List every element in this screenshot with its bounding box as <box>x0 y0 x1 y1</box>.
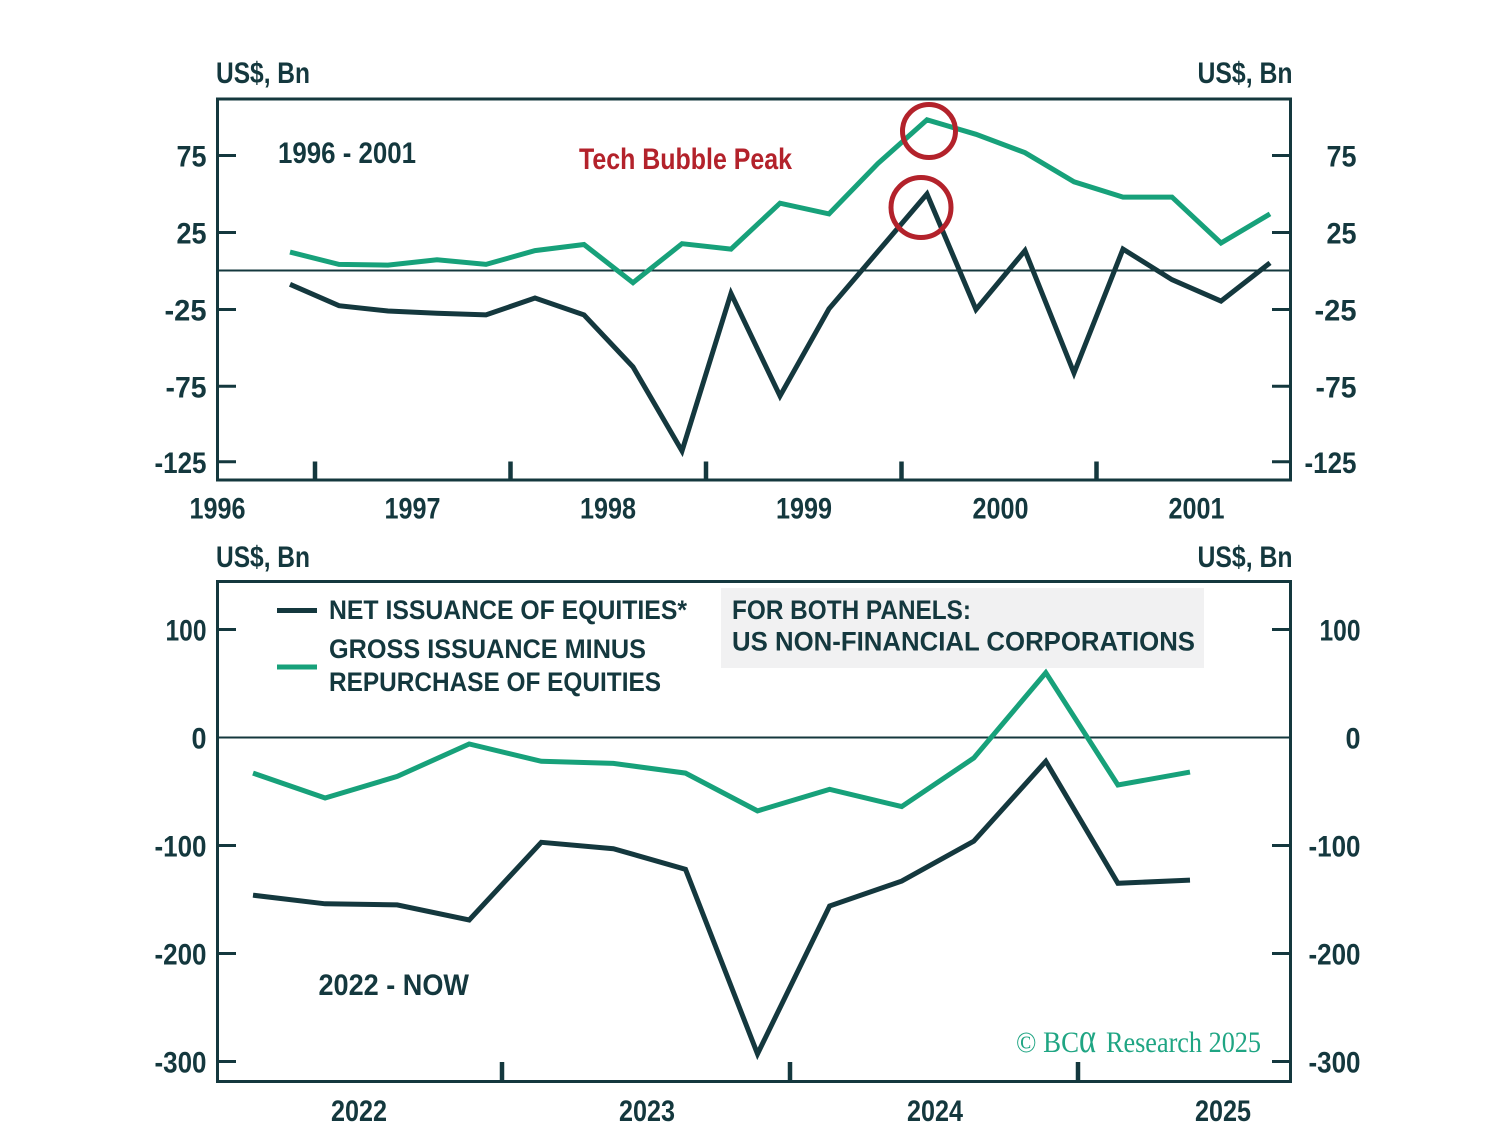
svg-text:1996: 1996 <box>190 493 246 526</box>
svg-text:NET ISSUANCE OF EQUITIES*: NET ISSUANCE OF EQUITIES* <box>329 595 687 625</box>
svg-text:-25: -25 <box>1315 295 1357 328</box>
svg-text:2024: 2024 <box>907 1095 963 1128</box>
svg-text:US$, Bn: US$, Bn <box>216 57 310 90</box>
svg-text:US$, Bn: US$, Bn <box>1198 541 1293 574</box>
svg-text:Tech Bubble Peak: Tech Bubble Peak <box>579 143 792 176</box>
svg-text:REPURCHASE OF EQUITIES: REPURCHASE OF EQUITIES <box>329 667 661 697</box>
svg-text:US$, Bn: US$, Bn <box>1198 57 1293 90</box>
svg-text:1996 - 2001: 1996 - 2001 <box>278 137 416 170</box>
svg-text:-100: -100 <box>155 831 207 864</box>
svg-text:-100: -100 <box>1309 831 1361 864</box>
svg-text:-125: -125 <box>1305 447 1357 480</box>
svg-text:-200: -200 <box>155 939 207 972</box>
svg-text:-300: -300 <box>1309 1047 1361 1080</box>
svg-text:-75: -75 <box>166 371 207 404</box>
svg-text:© BC: © BC <box>1016 1026 1079 1059</box>
svg-text:2022 - NOW: 2022 - NOW <box>319 969 470 1002</box>
svg-text:2000: 2000 <box>973 493 1029 526</box>
svg-text:-200: -200 <box>1309 939 1361 972</box>
svg-text:1999: 1999 <box>776 493 832 526</box>
svg-text:100: 100 <box>166 615 207 648</box>
svg-text:25: 25 <box>1327 218 1357 251</box>
svg-text:GROSS ISSUANCE MINUS: GROSS ISSUANCE MINUS <box>329 634 646 664</box>
svg-text:US NON-FINANCIAL CORPORATIONS: US NON-FINANCIAL CORPORATIONS <box>732 627 1195 657</box>
svg-text:25: 25 <box>177 218 207 251</box>
svg-text:2023: 2023 <box>619 1095 675 1128</box>
svg-text:75: 75 <box>177 141 207 174</box>
svg-text:US$, Bn: US$, Bn <box>216 541 310 574</box>
svg-text:-125: -125 <box>155 447 207 480</box>
svg-text:-75: -75 <box>1316 371 1357 404</box>
svg-text:2025: 2025 <box>1195 1095 1251 1128</box>
svg-text:-25: -25 <box>165 295 207 328</box>
svg-text:α: α <box>1079 1016 1096 1062</box>
svg-text:75: 75 <box>1327 141 1357 174</box>
svg-text:1997: 1997 <box>385 493 441 526</box>
svg-text:1998: 1998 <box>580 493 636 526</box>
svg-text:2022: 2022 <box>331 1095 387 1128</box>
svg-text:0: 0 <box>192 723 207 756</box>
svg-text:2001: 2001 <box>1169 493 1225 526</box>
svg-text:0: 0 <box>1346 723 1361 756</box>
svg-text:-300: -300 <box>155 1047 207 1080</box>
svg-text:Research 2025: Research 2025 <box>1106 1026 1261 1059</box>
svg-text:FOR BOTH PANELS:: FOR BOTH PANELS: <box>732 595 971 625</box>
svg-text:100: 100 <box>1320 615 1361 648</box>
